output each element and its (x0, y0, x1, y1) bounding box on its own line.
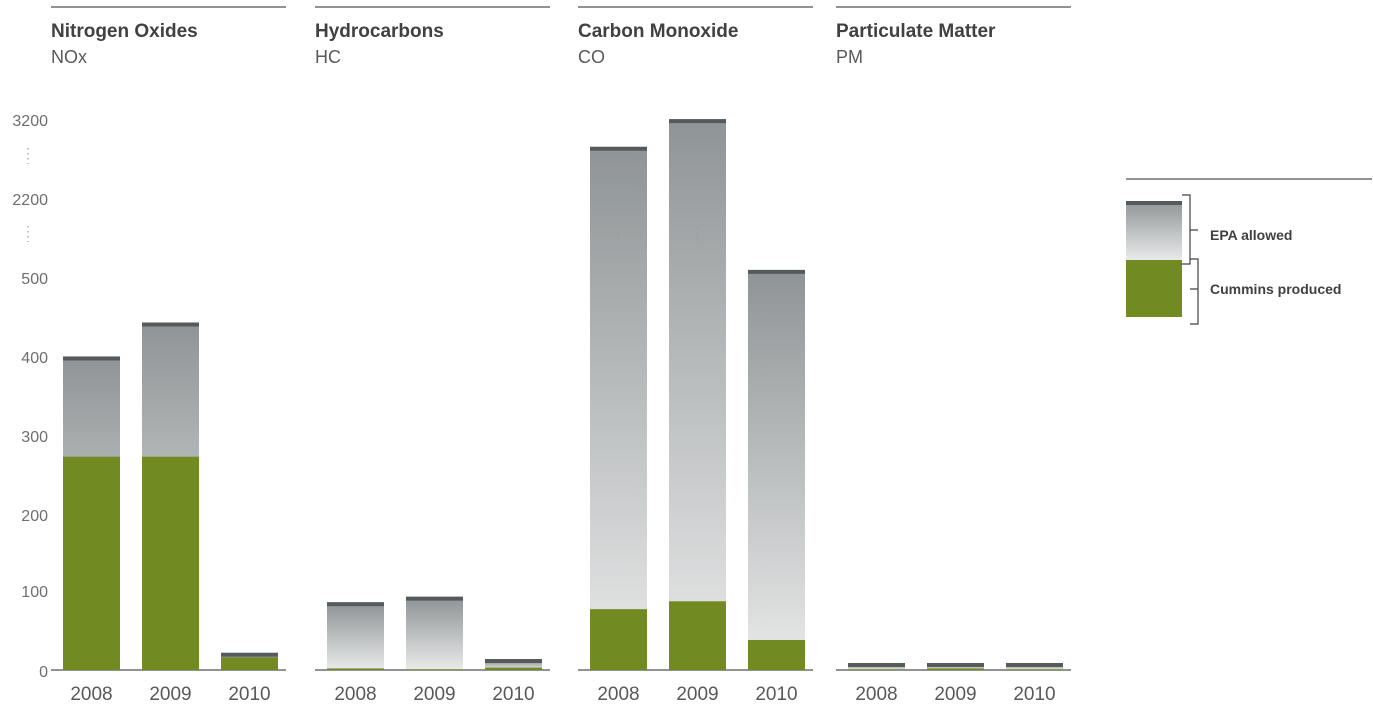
legend-cummins-swatch (1126, 260, 1182, 317)
x-tick-label: 2010 (755, 684, 797, 704)
epa-allowed-bar-cap (142, 322, 199, 327)
epa-allowed-bar (485, 660, 542, 670)
panel-subtitle-hc: HC (315, 47, 341, 67)
panel-title-nox: Nitrogen Oxides (51, 21, 198, 42)
epa-allowed-bar-cap (748, 269, 805, 274)
cummins-produced-bar (927, 668, 984, 670)
x-tick-label: 2010 (492, 684, 534, 704)
panel-subtitle-nox: NOx (51, 47, 87, 67)
epa-allowed-bar (848, 664, 905, 670)
legend-cummins-bracket (1190, 258, 1199, 325)
legend-epa-bracket (1182, 194, 1198, 265)
x-tick-label: 2008 (855, 684, 897, 704)
x-tick-label: 2008 (334, 684, 376, 704)
epa-allowed-bar (327, 603, 384, 670)
legend: EPA allowed Cummins produced (1126, 178, 1372, 325)
y-tick-label: 0 (39, 664, 48, 681)
y-tick-label: 500 (21, 271, 48, 288)
cummins-produced-bar (669, 601, 726, 670)
y-tick-label: 2200 (12, 192, 48, 209)
epa-allowed-bar-cap (485, 659, 542, 664)
epa-allowed-bar-cap (927, 662, 984, 667)
epa-allowed-bar (669, 120, 726, 670)
epa-allowed-bar (1006, 664, 1063, 670)
y-axis: 3200 2200 500 400 300 200 100 0 (12, 113, 48, 681)
epa-allowed-bar (406, 598, 463, 670)
epa-allowed-bar (927, 664, 984, 670)
y-tick-label: 200 (21, 508, 48, 525)
epa-allowed-bar-cap (848, 662, 905, 667)
x-tick-label: 2010 (228, 684, 270, 704)
legend-epa-swatch (1126, 201, 1182, 260)
epa-allowed-bar-cap (327, 602, 384, 607)
epa-allowed-bar-cap (669, 119, 726, 124)
cummins-produced-bar (848, 669, 905, 670)
x-tick-label: 2010 (1013, 684, 1055, 704)
epa-allowed-bar-cap (1006, 662, 1063, 667)
epa-allowed-bar-cap (63, 356, 120, 361)
legend-epa-cap (1126, 201, 1182, 205)
panel-title-co: Carbon Monoxide (578, 21, 738, 42)
cummins-produced-bar (221, 657, 278, 670)
x-tick-label: 2009 (149, 684, 191, 704)
cummins-produced-bar (1006, 669, 1063, 670)
cummins-produced-bar (748, 639, 805, 670)
epa-allowed-bar (590, 148, 647, 671)
x-tick-label: 2008 (70, 684, 112, 704)
y-tick-label: 3200 (12, 113, 48, 130)
panel-subtitle-pm: PM (836, 47, 863, 67)
cummins-produced-bar (142, 456, 199, 670)
bar-layer (63, 119, 1063, 671)
cummins-produced-bar (590, 609, 647, 670)
cummins-produced-bar (327, 668, 384, 670)
cummins-produced-bar (63, 456, 120, 670)
panel-title-pm: Particulate Matter (836, 21, 996, 42)
y-tick-label: 400 (21, 350, 48, 367)
epa-allowed-bar-cap (590, 146, 647, 151)
x-tick-label: 2009 (934, 684, 976, 704)
y-tick-label: 100 (21, 584, 48, 601)
panel-subtitle-co: CO (578, 47, 605, 67)
x-tick-label: 2009 (413, 684, 455, 704)
x-tick-label: 2009 (676, 684, 718, 704)
x-tick-label: 2008 (597, 684, 639, 704)
legend-cummins-label: Cummins produced (1210, 281, 1341, 297)
y-tick-label: 300 (21, 429, 48, 446)
epa-allowed-bar-cap (221, 652, 278, 657)
epa-allowed-bar (748, 271, 805, 670)
legend-epa-label: EPA allowed (1210, 227, 1292, 243)
cummins-produced-bar (406, 669, 463, 670)
x-tick-labels: 2008 2009 2010 2008 2009 2010 2008 2009 2010 2008… (70, 684, 1055, 704)
cummins-produced-bar (485, 667, 542, 670)
epa-allowed-bar-cap (406, 596, 463, 601)
panel-title-hc: Hydrocarbons (315, 21, 444, 42)
